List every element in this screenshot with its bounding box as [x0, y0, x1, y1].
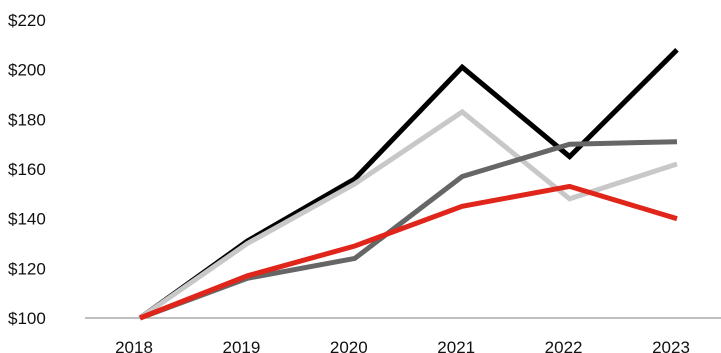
- y-axis-tick-labels: $100 $120 $140 $160 $180 $200 $220: [8, 11, 46, 328]
- y-tick-label: $180: [8, 110, 46, 129]
- series-line-4: [139, 183, 678, 321]
- y-tick-label: $120: [8, 259, 46, 278]
- x-tick-label: 2018: [115, 338, 153, 353]
- y-tick-label: $200: [8, 61, 46, 80]
- series-line-1: [138, 48, 679, 321]
- x-tick-label: 2020: [330, 338, 368, 353]
- x-tick-label: 2023: [652, 338, 690, 353]
- y-tick-label: $220: [8, 11, 46, 30]
- y-tick-label: $100: [8, 309, 46, 328]
- x-tick-label: 2022: [545, 338, 583, 353]
- series-line-3: [139, 139, 678, 321]
- y-tick-label: $160: [8, 160, 46, 179]
- x-tick-label: 2019: [222, 338, 260, 353]
- x-axis-tick-labels: 2018 2019 2020 2021 2022 2023: [115, 338, 690, 353]
- y-tick-label: $140: [8, 210, 46, 229]
- x-tick-label: 2021: [437, 338, 475, 353]
- series-lines: [138, 48, 679, 321]
